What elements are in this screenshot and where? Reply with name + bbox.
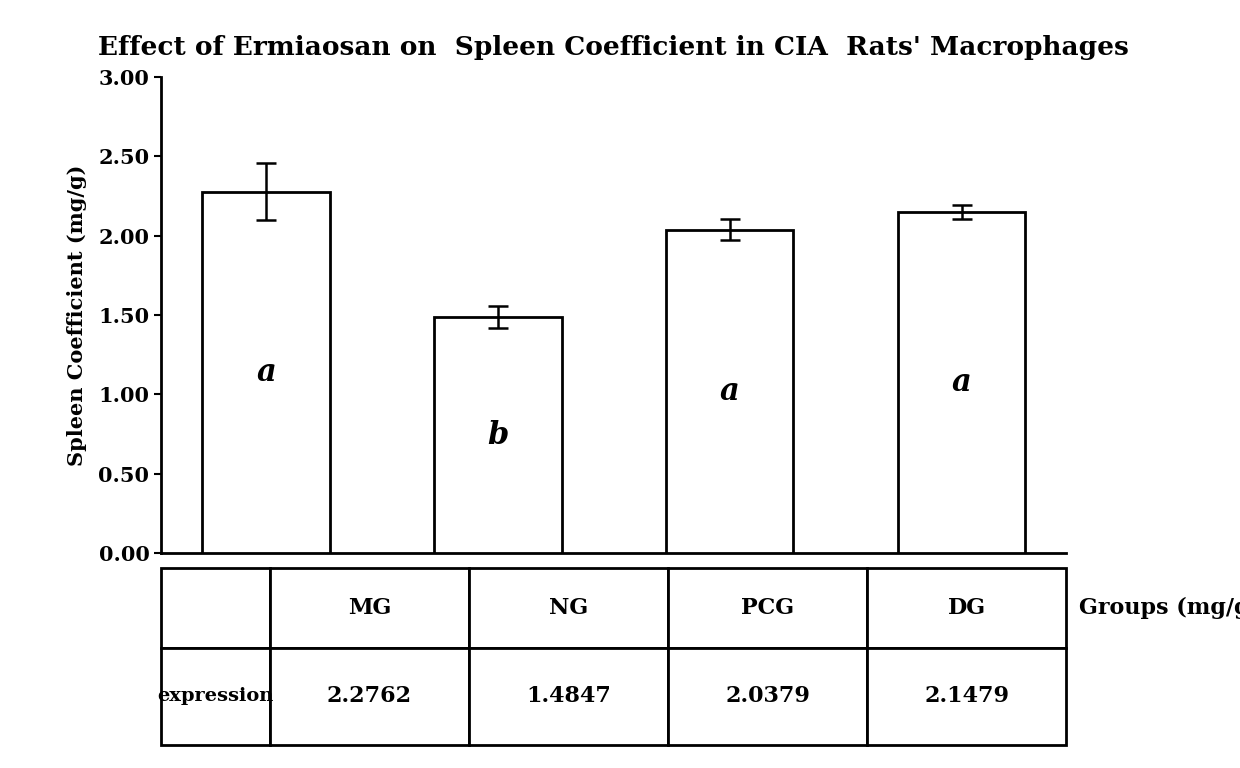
Text: a: a <box>257 357 277 388</box>
Text: expression: expression <box>157 687 274 705</box>
Text: 1.4847: 1.4847 <box>526 685 611 707</box>
Text: b: b <box>487 419 508 451</box>
Text: a: a <box>720 376 739 407</box>
Bar <box>202 192 330 553</box>
Text: PCG: PCG <box>742 597 795 619</box>
Text: 2.1479: 2.1479 <box>924 685 1009 707</box>
Text: MG: MG <box>347 597 391 619</box>
Text: 2.2762: 2.2762 <box>327 685 412 707</box>
Text: 2.0379: 2.0379 <box>725 685 810 707</box>
Text: DG: DG <box>947 597 986 619</box>
Bar <box>666 230 794 553</box>
Y-axis label: Spleen Coefficient (mg/g): Spleen Coefficient (mg/g) <box>67 164 87 465</box>
Bar <box>898 212 1025 553</box>
Title: Effect of Ermiaosan on  Spleen Coefficient in CIA  Rats' Macrophages: Effect of Ermiaosan on Spleen Coefficien… <box>98 35 1130 60</box>
Bar <box>434 317 562 553</box>
Text: a: a <box>951 367 971 398</box>
Text: NG: NG <box>549 597 588 619</box>
Text: Groups (mg/g): Groups (mg/g) <box>1079 597 1240 619</box>
